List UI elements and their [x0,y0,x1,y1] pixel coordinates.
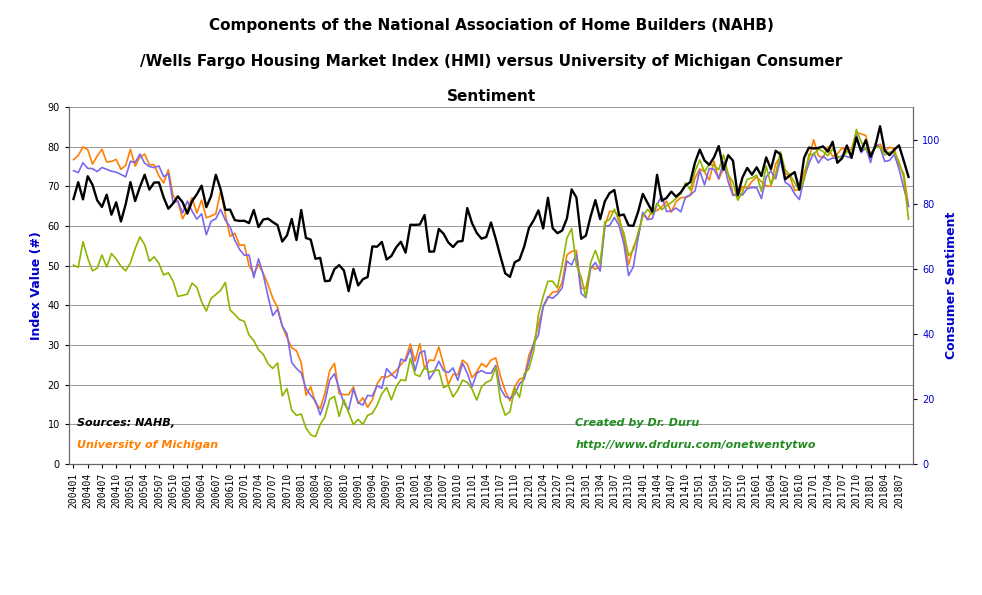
Text: Components of the National Association of Home Builders (NAHB): Components of the National Association o… [208,18,774,33]
Text: University of Michigan: University of Michigan [78,440,218,450]
Text: http://www.drduru.com/onetwentytwo: http://www.drduru.com/onetwentytwo [575,440,816,450]
Text: /Wells Fargo Housing Market Index (HMI) versus University of Michigan Consumer: /Wells Fargo Housing Market Index (HMI) … [139,54,843,68]
Text: Sentiment: Sentiment [447,89,535,104]
Text: Created by Dr. Duru: Created by Dr. Duru [575,418,700,428]
Text: Sources: NAHB,: Sources: NAHB, [78,418,175,428]
Y-axis label: Consumer Sentiment: Consumer Sentiment [945,212,957,359]
Y-axis label: Index Value (#): Index Value (#) [30,231,43,340]
